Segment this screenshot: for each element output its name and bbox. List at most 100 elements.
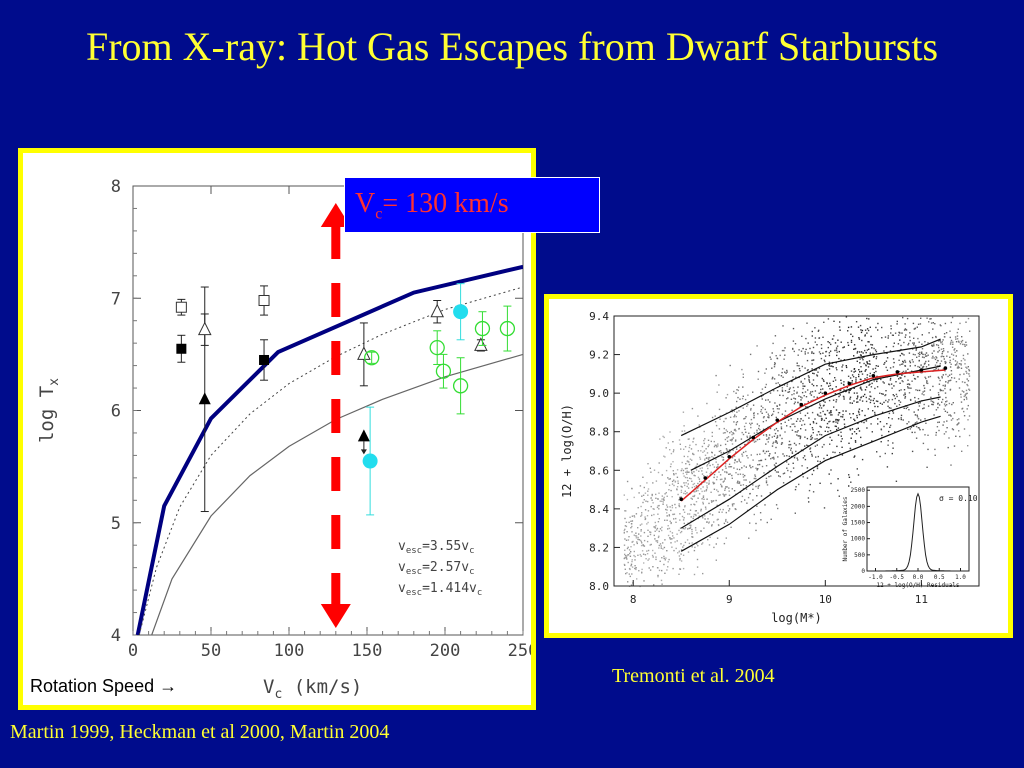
- galaxy-point: [835, 349, 838, 351]
- galaxy-point: [945, 431, 947, 433]
- galaxy-point: [859, 378, 862, 381]
- galaxy-point: [858, 408, 861, 410]
- galaxy-point: [747, 394, 749, 396]
- galaxy-point: [693, 486, 696, 488]
- galaxy-point: [814, 337, 817, 339]
- galaxy-point: [703, 490, 706, 492]
- galaxy-point: [839, 389, 842, 391]
- galaxy-point: [799, 437, 801, 440]
- galaxy-point: [692, 517, 694, 520]
- galaxy-point: [654, 526, 656, 528]
- galaxy-point: [682, 472, 684, 475]
- galaxy-point: [691, 530, 693, 533]
- galaxy-point: [765, 368, 767, 370]
- galaxy-point: [680, 491, 683, 493]
- y-tick-label: 8.0: [589, 580, 609, 593]
- galaxy-point: [725, 537, 727, 539]
- galaxy-point: [786, 461, 788, 463]
- galaxy-point: [623, 557, 625, 560]
- galaxy-point: [832, 451, 834, 453]
- galaxy-point: [683, 455, 685, 458]
- galaxy-point: [927, 448, 929, 451]
- metallicity-mass-chart: 8 9 10 118.08.28.48.68.89.09.29.4log(M*)12 …: [549, 299, 1008, 633]
- galaxy-point: [836, 428, 838, 431]
- galaxy-point: [964, 394, 966, 396]
- galaxy-point: [804, 351, 806, 353]
- y-tick-label: 9.4: [589, 310, 609, 323]
- galaxy-point: [686, 470, 688, 472]
- inset-x-tick-label: -0.5: [890, 574, 905, 581]
- galaxy-point: [637, 527, 639, 529]
- galaxy-point: [756, 505, 758, 507]
- galaxy-point: [740, 484, 742, 486]
- galaxy-point: [690, 526, 692, 528]
- galaxy-point: [811, 363, 813, 365]
- galaxy-point: [650, 497, 652, 500]
- galaxy-point: [693, 573, 696, 576]
- galaxy-point: [755, 529, 757, 532]
- galaxy-point: [930, 318, 932, 320]
- galaxy-point: [798, 395, 800, 397]
- galaxy-point: [947, 380, 950, 382]
- galaxy-point: [753, 432, 756, 434]
- data-point-open-circle: [429, 339, 445, 356]
- galaxy-point: [774, 465, 777, 468]
- galaxy-point: [779, 404, 781, 406]
- galaxy-point: [954, 360, 957, 362]
- galaxy-point: [834, 451, 836, 454]
- galaxy-point: [938, 394, 940, 396]
- galaxy-point: [860, 370, 863, 373]
- galaxy-point: [775, 446, 777, 449]
- y-tick-label: 8: [111, 177, 121, 197]
- galaxy-point: [889, 424, 892, 427]
- galaxy-point: [775, 427, 778, 430]
- galaxy-point: [841, 416, 844, 418]
- galaxy-point: [745, 485, 748, 487]
- galaxy-point: [807, 369, 809, 371]
- x-tick-label: 150: [352, 641, 383, 661]
- galaxy-point: [737, 473, 739, 476]
- galaxy-point: [719, 474, 722, 476]
- galaxy-point: [715, 559, 717, 561]
- galaxy-point: [743, 418, 745, 420]
- galaxy-point: [880, 428, 882, 430]
- galaxy-point: [958, 418, 960, 420]
- galaxy-point: [641, 512, 643, 514]
- galaxy-point: [905, 334, 907, 336]
- galaxy-point: [818, 407, 821, 409]
- galaxy-point: [753, 412, 755, 414]
- galaxy-point: [713, 476, 715, 479]
- galaxy-point: [723, 542, 726, 545]
- galaxy-point: [968, 373, 970, 375]
- galaxy-point: [731, 408, 733, 411]
- galaxy-point: [631, 525, 633, 528]
- galaxy-point: [859, 354, 862, 356]
- galaxy-point: [794, 431, 797, 433]
- galaxy-point: [866, 374, 869, 376]
- galaxy-point: [759, 453, 761, 455]
- galaxy-point: [725, 520, 727, 522]
- galaxy-point: [688, 450, 690, 453]
- galaxy-point: [659, 560, 661, 562]
- galaxy-point: [661, 474, 663, 476]
- galaxy-point: [876, 386, 879, 388]
- galaxy-point: [839, 394, 841, 396]
- galaxy-point: [653, 534, 655, 537]
- galaxy-point: [833, 406, 835, 408]
- galaxy-point: [627, 581, 629, 583]
- galaxy-point: [832, 380, 835, 382]
- galaxy-point: [944, 384, 946, 387]
- galaxy-point: [729, 466, 732, 468]
- galaxy-point: [663, 546, 666, 549]
- galaxy-point: [763, 472, 765, 474]
- galaxy-point: [838, 357, 840, 360]
- galaxy-point: [911, 359, 914, 361]
- galaxy-point: [731, 503, 734, 505]
- galaxy-point: [762, 449, 765, 452]
- galaxy-point: [811, 390, 814, 393]
- galaxy-point: [885, 360, 888, 362]
- galaxy-point: [885, 366, 887, 369]
- galaxy-point: [753, 477, 755, 480]
- galaxy-point: [888, 430, 890, 433]
- galaxy-point: [849, 402, 851, 404]
